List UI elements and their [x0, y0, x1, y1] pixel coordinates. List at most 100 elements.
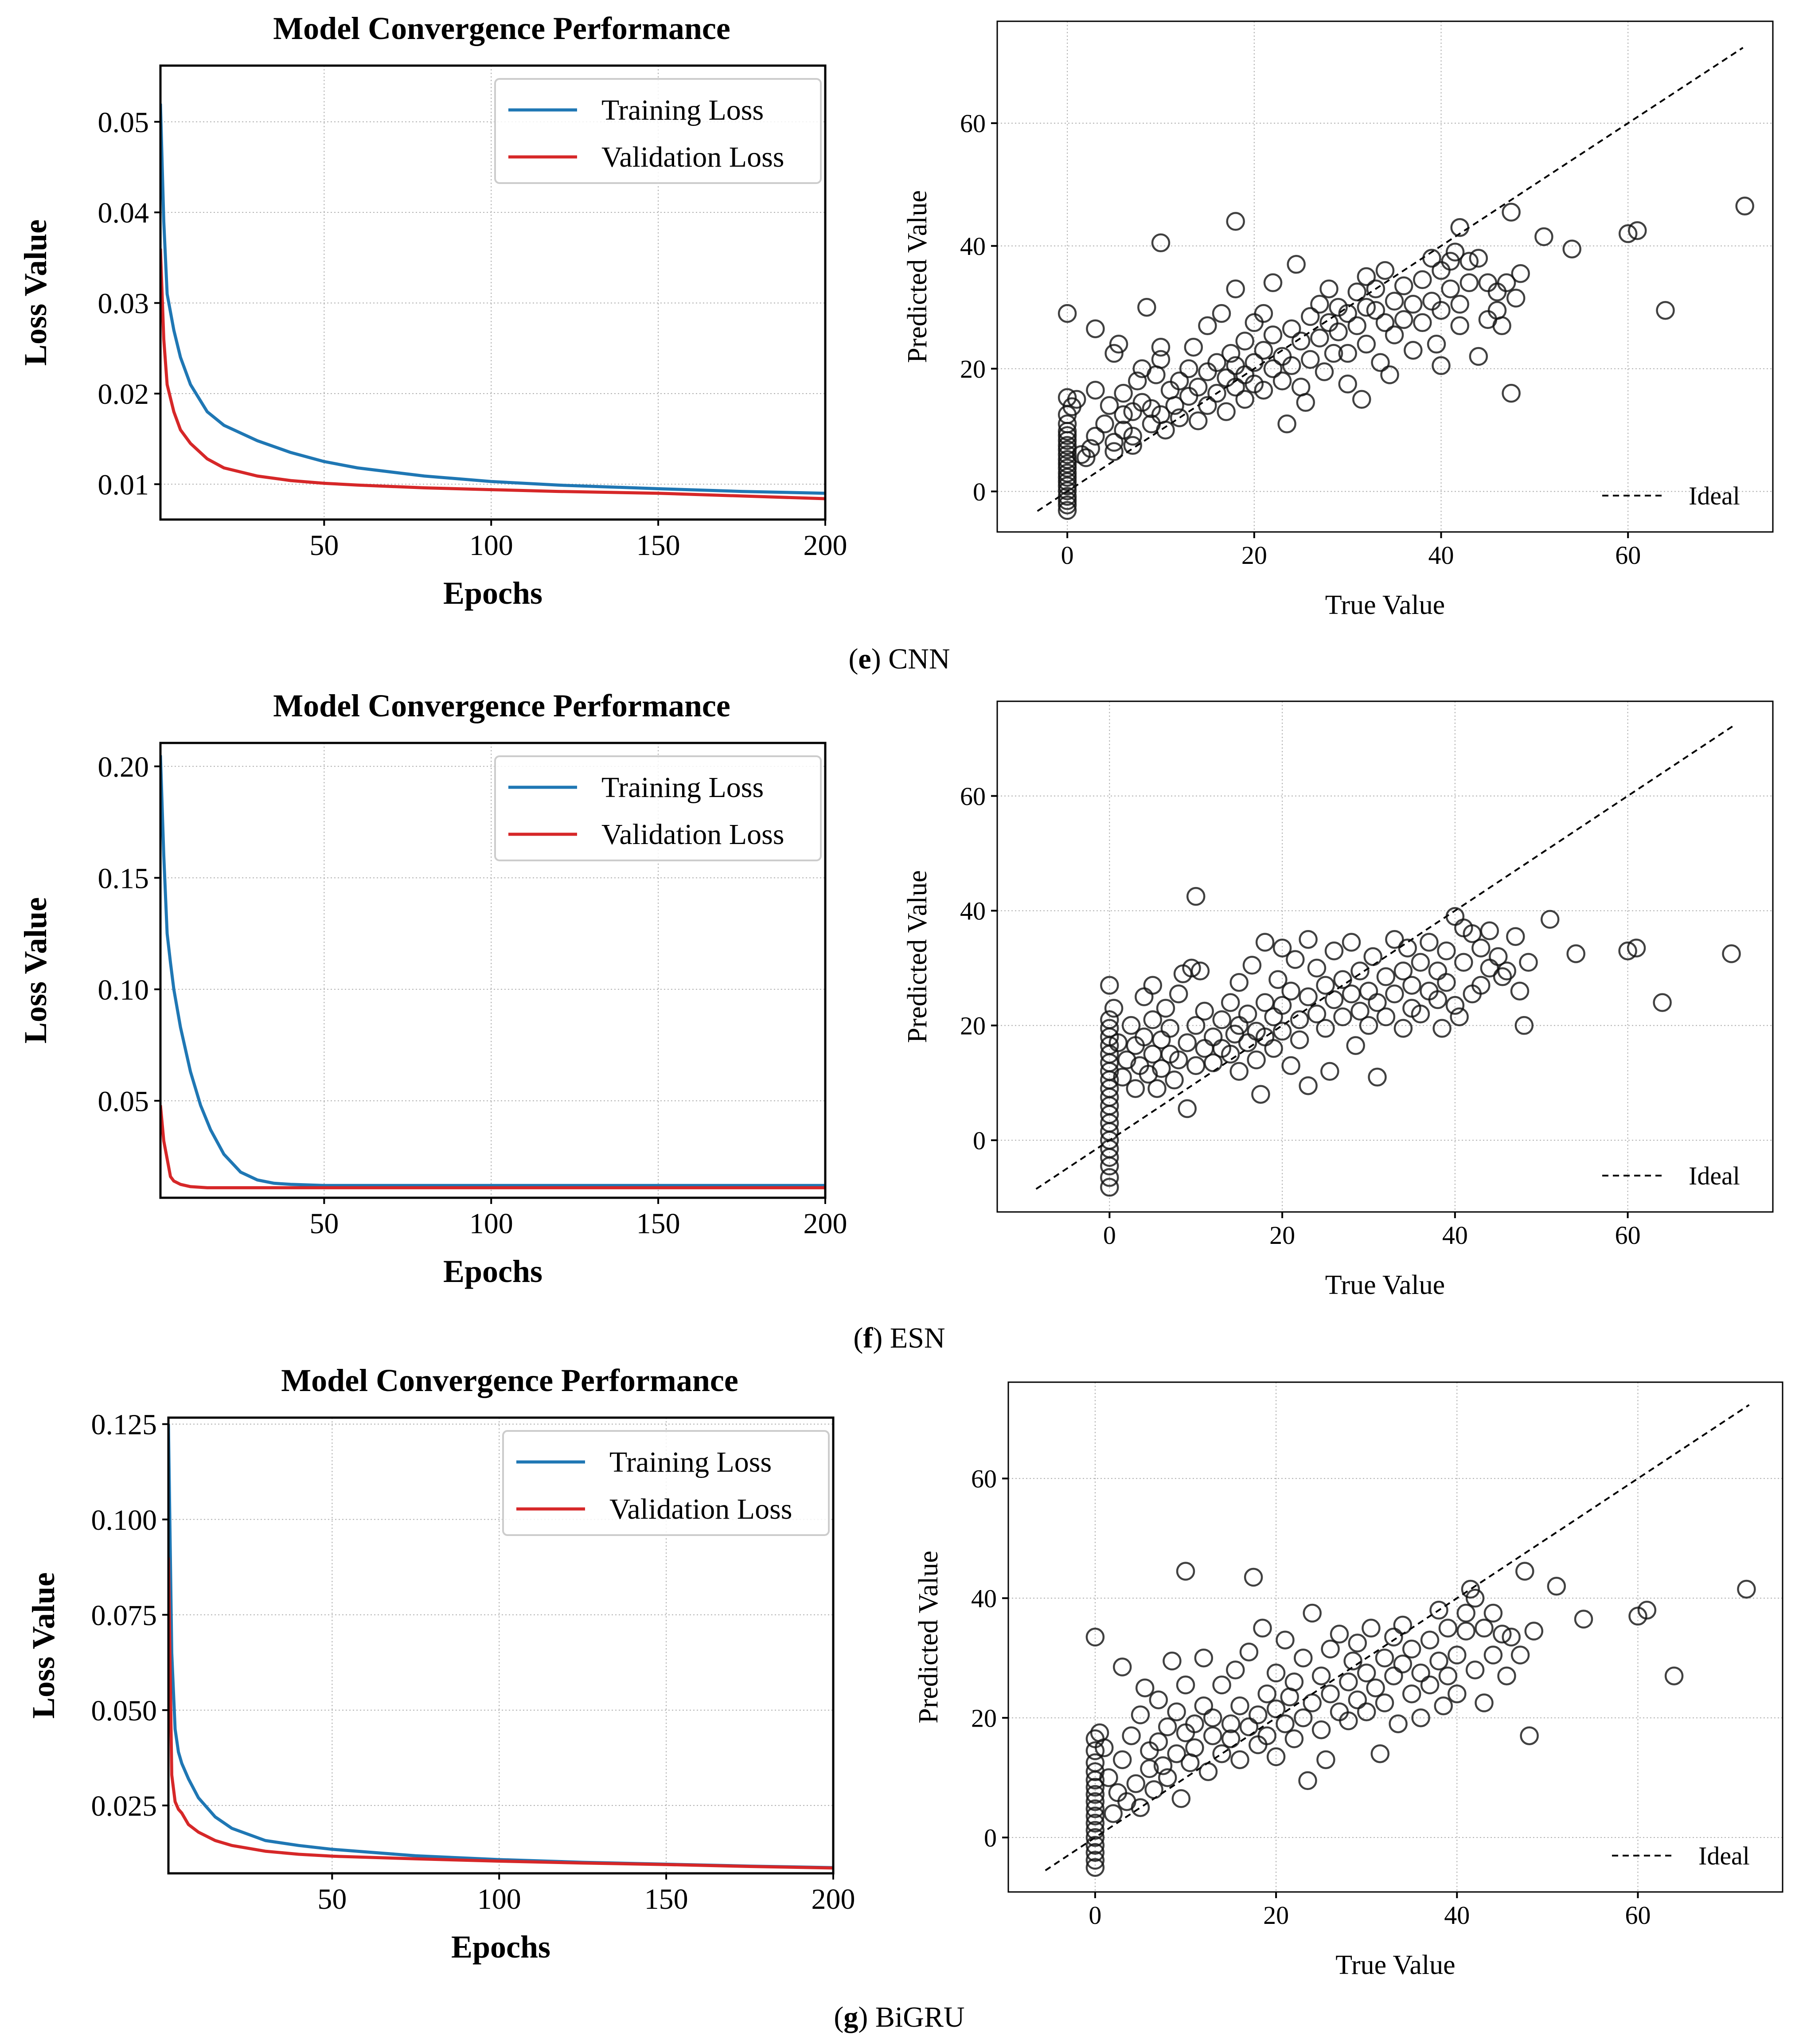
e_scatter-point-9 — [1058, 458, 1077, 478]
e_scatter-point-156 — [1534, 227, 1553, 246]
g_scatter-point-58 — [1226, 1660, 1245, 1680]
f_scatter-point-103 — [1363, 947, 1382, 966]
e_scatter-point-103 — [1319, 279, 1339, 298]
g_loss-ytick-label-1: 0.050 — [91, 1695, 157, 1727]
e_scatter-point-160 — [1656, 301, 1675, 320]
f_scatter-point-108 — [1385, 930, 1404, 949]
f_scatter-point-60 — [1225, 1024, 1245, 1043]
g_scatter-point-93 — [1348, 1634, 1367, 1653]
g_loss-xtick-label-0: 50 — [317, 1883, 347, 1915]
e_scatter-point-60 — [1184, 337, 1203, 357]
g_scatter-ytick-label-0: 0 — [984, 1823, 997, 1852]
e_scatter-point-54 — [1160, 380, 1180, 400]
g_scatter-point-140 — [1737, 1579, 1756, 1599]
e_scatter-point-51 — [1151, 350, 1171, 369]
g_scatter-point-100 — [1375, 1693, 1394, 1712]
g_scatter-point-33 — [1144, 1780, 1163, 1799]
f_scatter-point-69 — [1251, 1085, 1270, 1104]
e_scatter-point-50 — [1151, 337, 1171, 357]
e_scatter-legend-ideal-label: Ideal — [1689, 481, 1740, 510]
f_scatter-point-141 — [1519, 953, 1538, 972]
e_scatter-point-37 — [1114, 405, 1133, 424]
e_scatter-point-117 — [1366, 301, 1385, 320]
e_scatter-ytick-label-3: 60 — [960, 109, 986, 138]
f_scatter-point-80 — [1281, 1056, 1300, 1075]
g_scatter-frame — [1007, 1381, 1783, 1893]
f_scatter-point-30 — [1135, 987, 1154, 1006]
f_loss-ytick-label-1: 0.10 — [98, 974, 149, 1006]
e_scatter-point-104 — [1324, 344, 1343, 363]
f_scatter-point-97 — [1342, 933, 1361, 952]
e_scatter-point-144 — [1469, 347, 1488, 366]
e_scatter-point-130 — [1422, 292, 1441, 311]
g_scatter-plot-group — [1045, 1404, 1756, 1877]
e_scatter-xtick-label-3: 60 — [1615, 541, 1641, 570]
f_scatter-point-115 — [1411, 953, 1430, 972]
g_scatter-point-64 — [1249, 1705, 1268, 1724]
e_scatter-point-131 — [1422, 249, 1441, 268]
e_scatter-frame — [996, 20, 1774, 533]
f_scatter-point-25 — [1121, 1016, 1141, 1035]
e_scatter-point-62 — [1189, 411, 1208, 430]
g_scatter-point-8 — [1085, 1799, 1105, 1818]
g_scatter-point-14 — [1085, 1753, 1105, 1772]
g_scatter-point-62 — [1239, 1642, 1259, 1661]
f_scatter-point-33 — [1143, 1010, 1163, 1029]
e_scatter-point-76 — [1235, 332, 1254, 351]
caption-f-open: ( — [853, 1322, 863, 1354]
g_scatter-point-1 — [1085, 1851, 1105, 1870]
g_scatter-point-67 — [1257, 1684, 1276, 1704]
g_scatter-xtick-label-2: 40 — [1444, 1901, 1470, 1930]
g_scatter-point-54 — [1212, 1744, 1231, 1763]
e_scatter-point-141 — [1450, 316, 1469, 336]
f_scatter-point-107 — [1376, 1007, 1396, 1027]
g_scatter-point-108 — [1411, 1663, 1430, 1683]
e_scatter-point-119 — [1375, 261, 1395, 280]
g_scatter-point-36 — [1153, 1756, 1173, 1775]
e_scatter-point-94 — [1291, 332, 1311, 351]
e_scatter-point-23 — [1067, 390, 1086, 409]
e_scatter-point-128 — [1413, 270, 1432, 289]
g_scatter-point-138 — [1637, 1601, 1657, 1620]
g_scatter-point-43 — [1176, 1562, 1195, 1581]
f_scatter-frame — [996, 700, 1774, 1213]
e_scatter-point-55 — [1165, 396, 1184, 415]
f_scatter-point-45 — [1178, 1033, 1197, 1052]
e_scatter-point-59 — [1179, 387, 1198, 406]
f_scatter-point-88 — [1307, 958, 1327, 978]
f_scatter-point-127 — [1454, 953, 1473, 972]
f_scatter-point-83 — [1290, 1030, 1309, 1049]
g_scatter-point-75 — [1284, 1729, 1304, 1748]
e_scatter-point-18 — [1058, 414, 1077, 434]
g_scatter-point-114 — [1434, 1696, 1453, 1716]
g_scatter-point-63 — [1244, 1567, 1263, 1587]
e_scatter-point-118 — [1371, 353, 1390, 372]
f_scatter-point-111 — [1393, 1019, 1413, 1038]
g_scatter-point-59 — [1230, 1696, 1249, 1716]
e_loss-title: Model Convergence Performance — [273, 11, 730, 46]
g_scatter-point-89 — [1339, 1672, 1358, 1692]
f_scatter-point-118 — [1420, 933, 1439, 952]
e_scatter-point-88 — [1272, 371, 1292, 391]
g_loss-ytick-label-2: 0.075 — [91, 1599, 157, 1632]
g_scatter-point-139 — [1664, 1666, 1684, 1685]
g_scatter-point-96 — [1362, 1618, 1381, 1638]
g_scatter-point-128 — [1493, 1625, 1512, 1644]
e_scatter-point-143 — [1459, 273, 1479, 293]
g_scatter-point-22 — [1108, 1783, 1128, 1802]
e_scatter-point-80 — [1245, 353, 1264, 372]
e_scatter-point-68 — [1212, 304, 1231, 323]
e_loss-xtick-label-1: 100 — [469, 529, 513, 562]
e_loss-ytick-label-0: 0.01 — [98, 469, 149, 501]
g_loss-legend-validation-label: Validation Loss — [609, 1493, 792, 1525]
g_scatter-point-104 — [1393, 1615, 1413, 1635]
f_scatter-point-147 — [1722, 944, 1741, 963]
g_scatter-point-109 — [1411, 1708, 1430, 1727]
g_scatter-point-17 — [1085, 1627, 1105, 1647]
e_scatter-point-85 — [1263, 273, 1283, 293]
g_scatter-point-45 — [1176, 1723, 1195, 1743]
e_scatter-point-81 — [1245, 375, 1264, 394]
f_scatter-point-23 — [1113, 1067, 1132, 1087]
e_scatter-point-20 — [1058, 388, 1077, 407]
g_loss-xtick-label-1: 100 — [477, 1883, 521, 1915]
